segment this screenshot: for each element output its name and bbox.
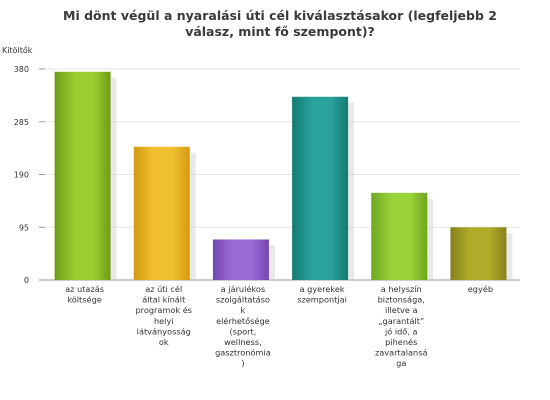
category-label: a járulékos szolgáltatáso k elérhetősége (sp… bbox=[215, 284, 271, 368]
bar bbox=[133, 146, 190, 280]
y-tick-label: 95 bbox=[19, 223, 29, 232]
category-label: az utazás költsége bbox=[65, 284, 104, 305]
y-tick-label: 0 bbox=[24, 276, 29, 285]
y-tick-label: 285 bbox=[14, 118, 29, 127]
bar bbox=[212, 239, 269, 280]
category-label: az úti cél által kínált programok és helyi l… bbox=[135, 284, 192, 347]
bars bbox=[54, 71, 513, 281]
y-tick-label: 380 bbox=[14, 65, 29, 74]
y-axis-label: Kitöltők bbox=[2, 46, 33, 55]
bar bbox=[450, 227, 507, 280]
category-labels: az utazás költsége az úti cél által kínált p… bbox=[65, 284, 493, 368]
y-ticks: 0 95 190 285 380 bbox=[14, 65, 45, 285]
category-label: a helyszín biztonsága, illetve a „garantált… bbox=[375, 284, 428, 368]
category-label: a gyerekek szempontjai bbox=[297, 284, 347, 305]
bar bbox=[54, 71, 111, 281]
bar bbox=[292, 96, 349, 281]
chart-title: Mi dönt végül a nyaralási úti cél kivála… bbox=[63, 8, 497, 39]
y-tick-label: 190 bbox=[14, 171, 29, 180]
category-label: egyéb bbox=[468, 284, 493, 294]
bar bbox=[371, 192, 428, 280]
gridlines bbox=[45, 68, 520, 281]
